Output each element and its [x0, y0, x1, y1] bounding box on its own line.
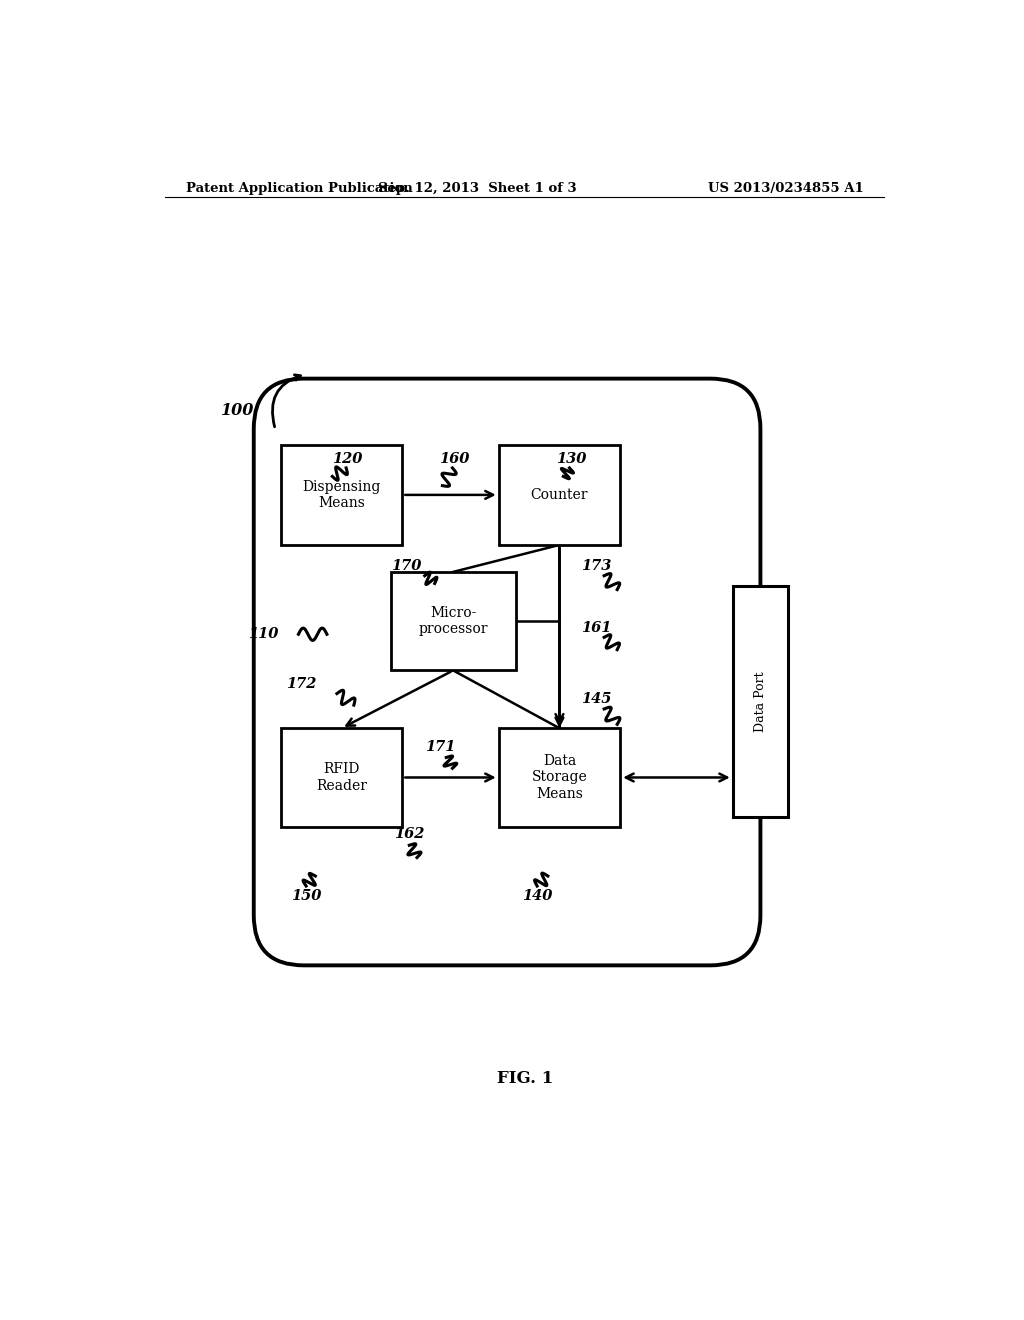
Text: 171: 171	[425, 741, 455, 755]
Text: 170: 170	[391, 560, 421, 573]
Bar	[391, 572, 515, 671]
Bar	[733, 586, 788, 817]
Text: Counter: Counter	[530, 488, 588, 502]
Bar	[499, 729, 621, 826]
Text: 173: 173	[581, 560, 611, 573]
Text: 120: 120	[333, 451, 362, 466]
Text: 150: 150	[291, 890, 322, 903]
Text: 100: 100	[221, 401, 255, 418]
Text: Dispensing
Means: Dispensing Means	[302, 479, 381, 510]
Text: 172: 172	[286, 677, 316, 690]
Text: 140: 140	[521, 890, 552, 903]
Text: 145: 145	[581, 692, 611, 706]
Text: RFID
Reader: RFID Reader	[316, 763, 367, 792]
Text: US 2013/0234855 A1: US 2013/0234855 A1	[708, 182, 863, 194]
Text: Data Port: Data Port	[754, 671, 767, 731]
Text: 161: 161	[581, 622, 611, 635]
Text: Patent Application Publication: Patent Application Publication	[186, 182, 413, 194]
Text: 130: 130	[556, 451, 586, 466]
FancyBboxPatch shape	[254, 379, 761, 965]
Bar	[281, 729, 402, 826]
Text: Sep. 12, 2013  Sheet 1 of 3: Sep. 12, 2013 Sheet 1 of 3	[378, 182, 577, 194]
Text: 160: 160	[438, 451, 469, 466]
Text: Micro-
processor: Micro- processor	[419, 606, 488, 636]
Text: FIG. 1: FIG. 1	[497, 1071, 553, 1088]
Text: 110: 110	[248, 627, 278, 642]
Text: Data
Storage
Means: Data Storage Means	[531, 754, 588, 801]
Bar	[281, 445, 402, 545]
Text: 162: 162	[394, 828, 424, 841]
Bar	[499, 445, 621, 545]
